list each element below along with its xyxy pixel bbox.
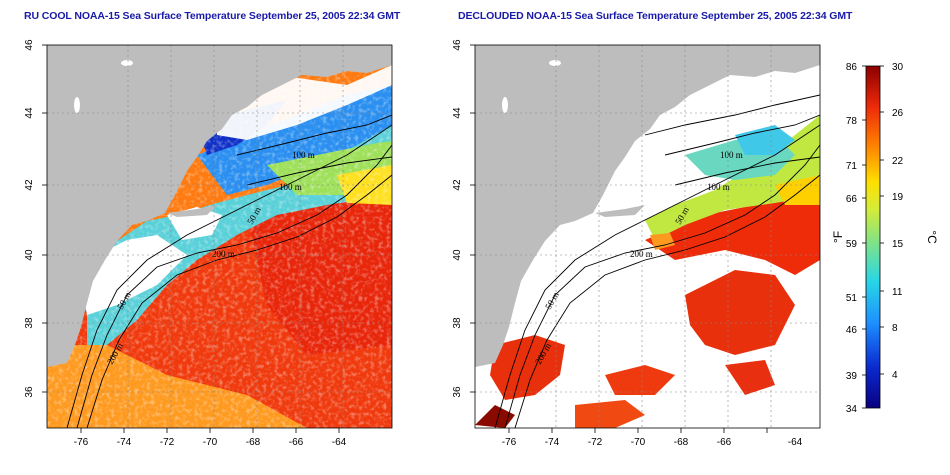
colorbar-f-tick: 59	[846, 239, 858, 250]
colorbar-f-tick: 78	[846, 116, 858, 127]
left-lon-tick: -76	[74, 437, 89, 448]
right-lon-tick: -76	[502, 437, 517, 448]
left-map: 100 m 100 m 50 m 200 m 50 m 200 m	[47, 45, 392, 428]
right-lat-tick: 40	[452, 249, 463, 261]
left-lon-tick: -72	[160, 437, 175, 448]
right-map: 100 m 100 m 50 m 200 m 50 m 200 m	[475, 45, 820, 428]
right-lat-tick: 42	[452, 179, 463, 191]
right-map-frame	[474, 44, 821, 429]
colorbar-gradient	[865, 65, 881, 409]
left-contour-label-100m-central: 100 m	[279, 182, 302, 192]
right-contour-label-200m-north: 200 m	[630, 249, 653, 259]
colorbar-c-tick: 15	[892, 239, 904, 250]
right-lon-tick: -68	[674, 437, 689, 448]
right-contour-label-100m-north: 100 m	[720, 150, 743, 160]
right-contour-label-100m-central: 100 m	[707, 182, 730, 192]
colorbar-f-tick: 39	[846, 371, 858, 382]
colorbar-unit-fahrenheit: °F	[831, 231, 845, 243]
right-lon-tick: -74	[545, 437, 560, 448]
right-panel-title: DECLOUDED NOAA-15 Sea Surface Temperatur…	[458, 10, 853, 22]
colorbar-c-tick: 4	[892, 370, 898, 381]
left-contour-label-100m-north: 100 m	[292, 150, 315, 160]
left-lat-tick: 40	[24, 249, 35, 261]
right-lat-tick: 38	[452, 317, 463, 329]
colorbar-c-tick: 26	[892, 108, 904, 119]
left-lon-tick: -74	[117, 437, 132, 448]
colorbar-f-tick: 51	[846, 293, 858, 304]
right-y-axis: 46 44 42 40 38 36	[452, 39, 475, 398]
right-lon-tick: -70	[631, 437, 646, 448]
right-lat-tick: 44	[452, 107, 463, 119]
colorbar-c-tick: 30	[892, 62, 904, 73]
left-contour-label-200m-north: 200 m	[212, 249, 235, 259]
right-lon-tick: -66	[717, 437, 732, 448]
left-lon-tick: -68	[246, 437, 261, 448]
left-y-axis: 46 44 42 40 38 36	[24, 39, 47, 398]
colorbar-c-tick: 8	[892, 323, 898, 334]
colorbar-f-tick: 46	[846, 325, 858, 336]
left-lon-tick: -64	[332, 437, 347, 448]
colorbar-f-tick: 34	[846, 404, 858, 415]
left-map-frame	[46, 44, 393, 429]
colorbar-f-tick: 66	[846, 194, 858, 205]
right-lon-tick: -64	[788, 437, 803, 448]
colorbar-f-tick: 86	[846, 62, 858, 73]
colorbar-f-tick: 71	[846, 161, 858, 172]
left-lat-tick: 42	[24, 179, 35, 191]
colorbar-c-tick: 11	[892, 287, 903, 298]
left-lat-tick: 36	[24, 386, 35, 398]
left-panel-title: RU COOL NOAA-15 Sea Surface Temperature …	[24, 10, 401, 22]
right-lat-tick: 36	[452, 386, 463, 398]
right-x-axis: -76 -74 -72 -70 -68 -66 -64	[502, 428, 803, 448]
colorbar-unit-celsius: °C	[925, 230, 939, 244]
left-lat-tick: 38	[24, 317, 35, 329]
colorbar-c-tick: 19	[892, 192, 904, 203]
left-x-axis: -76 -74 -72 -70 -68 -66 -64	[74, 428, 347, 448]
left-lat-tick: 44	[24, 107, 35, 119]
left-lat-tick: 46	[24, 39, 35, 51]
colorbar: 86 78 71 66 59 51 46 39 34 30 26 22 19 1…	[831, 62, 939, 415]
left-lon-tick: -70	[203, 437, 218, 448]
right-lat-tick: 46	[452, 39, 463, 51]
colorbar-c-tick: 22	[892, 156, 904, 167]
right-lon-tick: -72	[588, 437, 603, 448]
left-lon-tick: -66	[289, 437, 304, 448]
